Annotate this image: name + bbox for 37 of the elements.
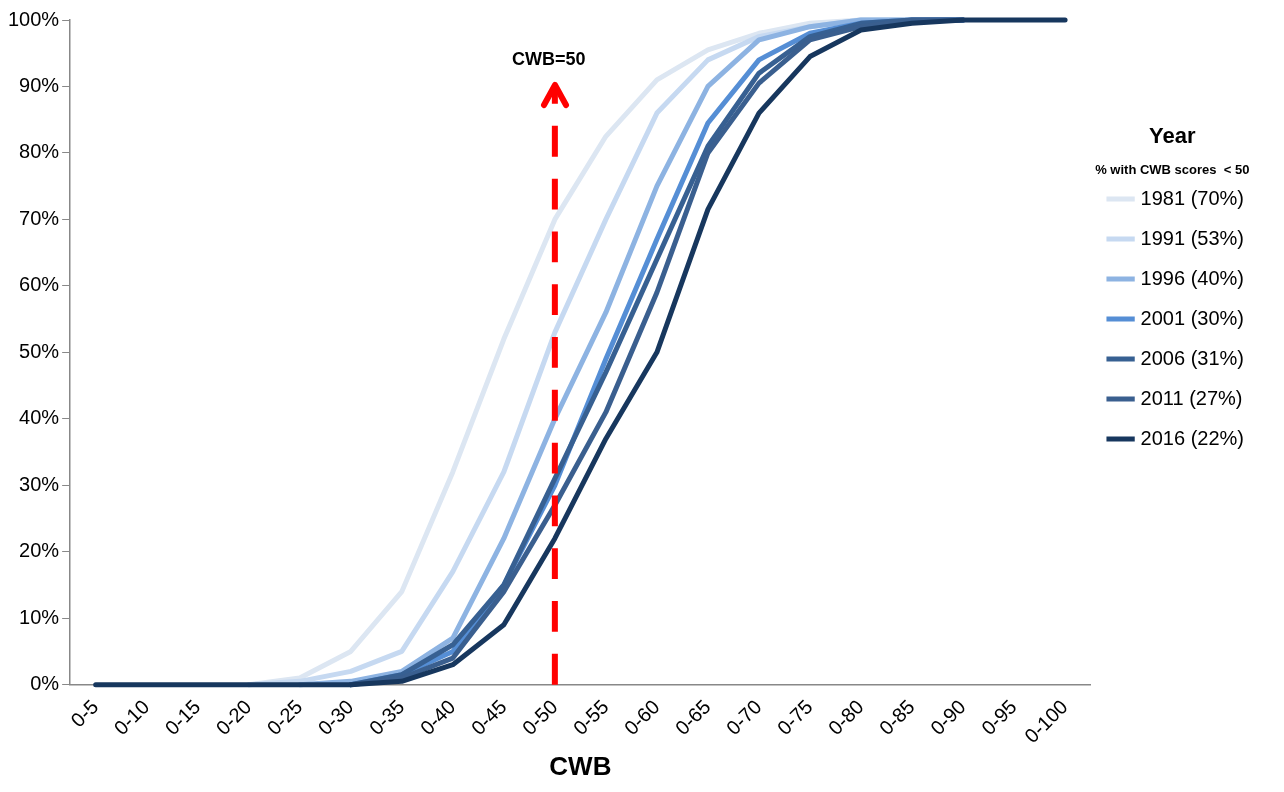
y-tick-label: 30% xyxy=(19,472,60,495)
x-tick-label: 0-95 xyxy=(976,695,1021,740)
y-tick-label: 90% xyxy=(19,73,60,96)
x-axis-title: CWB xyxy=(549,750,612,781)
y-tick-label: 10% xyxy=(19,605,60,628)
x-tick-label: 0-10 xyxy=(109,695,154,740)
ref-line-label: CWB=50 xyxy=(512,48,586,69)
legend-label: 1996 (40%) xyxy=(1140,266,1245,289)
y-tick-label: 20% xyxy=(19,539,60,562)
x-tick-label: 0-30 xyxy=(313,695,358,740)
y-tick-label: 70% xyxy=(19,206,60,229)
y-tick-label: 40% xyxy=(19,406,60,429)
x-tick-label: 0-45 xyxy=(466,695,511,740)
x-tick-label: 0-75 xyxy=(772,695,817,740)
y-tick-label: 50% xyxy=(19,339,60,362)
x-tick-label: 0-5 xyxy=(66,695,103,732)
x-tick-label: 0-40 xyxy=(415,695,460,740)
y-tick-label: 60% xyxy=(19,273,60,296)
legend-label: 1991 (53%) xyxy=(1140,226,1245,249)
y-tick-label: 100% xyxy=(8,7,60,30)
x-tick-label: 0-90 xyxy=(925,695,970,740)
legend-label: 1981 (70%) xyxy=(1140,186,1245,209)
x-tick-label: 0-80 xyxy=(823,695,868,740)
legend-title: Year % with CWB scores < 50 xyxy=(1095,123,1250,177)
legend-label: 2006 (31%) xyxy=(1140,346,1245,369)
legend-label: 2016 (22%) xyxy=(1140,426,1245,449)
x-tick-label: 0-60 xyxy=(619,695,664,740)
legend-label: 2001 (30%) xyxy=(1140,306,1245,329)
x-tick-label: 0-55 xyxy=(568,695,613,740)
legend-label: 2011 (27%) xyxy=(1140,386,1243,409)
x-tick-label: 0-70 xyxy=(721,695,766,740)
y-tick-label: 0% xyxy=(30,672,60,695)
x-tick-label: 0-50 xyxy=(517,695,562,740)
x-tick-label: 0-85 xyxy=(874,695,919,740)
y-tick-label: 80% xyxy=(19,140,60,163)
x-tick-label: 0-65 xyxy=(670,695,715,740)
x-tick-label: 0-20 xyxy=(211,695,256,740)
